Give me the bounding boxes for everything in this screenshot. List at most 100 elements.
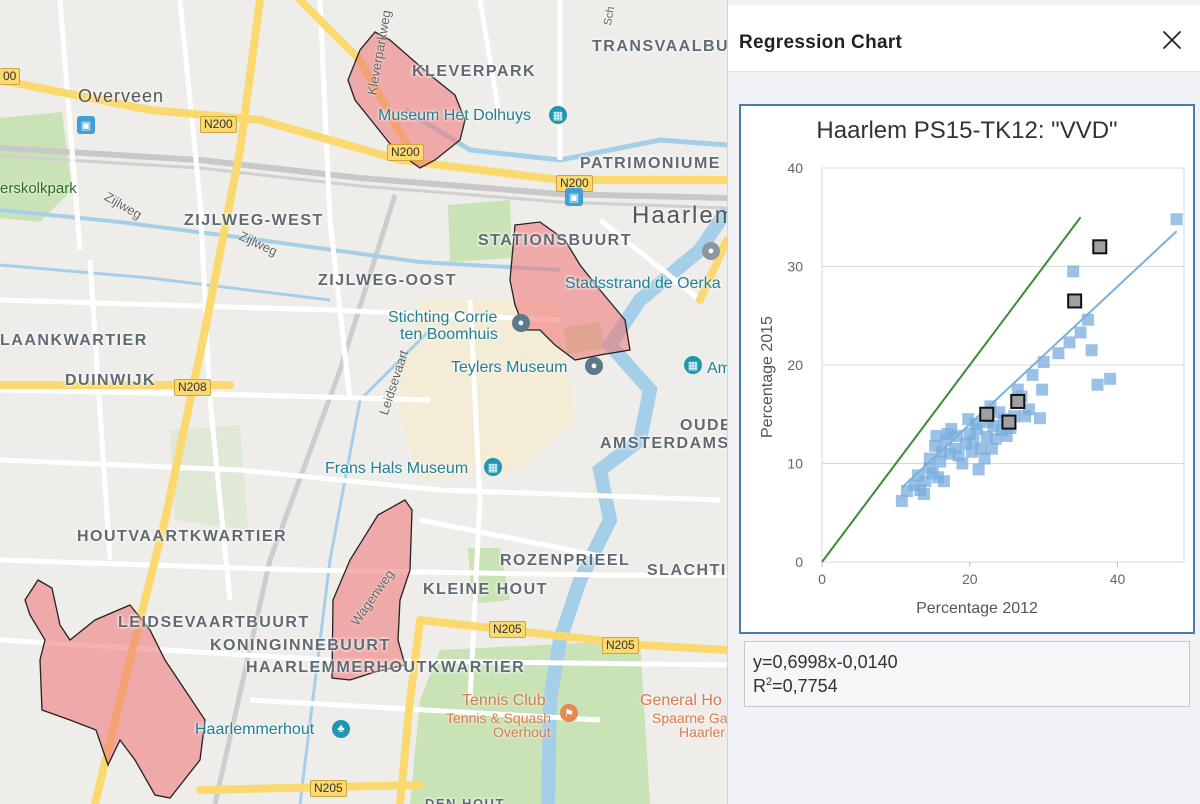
district-label: LAANKWARTIER <box>0 332 148 349</box>
highlight-areas <box>24 31 631 799</box>
data-point <box>937 475 950 488</box>
r-squared: R2=0,7754 <box>753 676 838 697</box>
district-label: HOUTVAARTKWARTIER <box>77 528 288 545</box>
data-point <box>1063 336 1076 349</box>
train-station-icon[interactable]: ▣ <box>77 116 95 134</box>
highlight-stationsbuurt[interactable] <box>509 221 631 361</box>
railway <box>212 194 398 804</box>
city-center-area <box>395 300 575 480</box>
poi-label: Haarler <box>679 724 725 740</box>
highlight-leidsevaartbuurt[interactable] <box>24 579 206 799</box>
data-point <box>917 488 930 501</box>
road-shield: 00 <box>0 68 21 85</box>
district-label: KLEINE HOUT <box>423 581 548 598</box>
data-point <box>1052 347 1065 360</box>
data-point <box>974 442 987 455</box>
x-axis-label: Percentage 2012 <box>916 600 1038 617</box>
data-point <box>923 452 936 465</box>
road-shield: N200 <box>200 116 237 133</box>
y-tick-label: 10 <box>787 456 803 472</box>
park-icon[interactable]: ♣ <box>332 720 350 738</box>
map-view[interactable]: KLEVERPARK ZIJLWEG-WEST STATIONSBUURT ZI… <box>0 0 727 804</box>
poi-label: Overhout <box>493 724 551 740</box>
poi-label: ten Boomhuis <box>400 326 498 343</box>
x-tick-label: 20 <box>962 571 978 587</box>
data-point <box>1081 313 1094 326</box>
road-shield: N205 <box>489 621 526 638</box>
sports-icon[interactable]: ⚑ <box>560 704 578 722</box>
canal <box>0 263 331 302</box>
district-label: ROZENPRIEEL <box>500 552 631 569</box>
map-pin-icon[interactable]: ● <box>702 242 720 260</box>
district-label: AMSTERDAMS <box>600 435 727 452</box>
data-point <box>934 455 947 468</box>
museum-icon[interactable]: ▦ <box>484 458 502 476</box>
selected-point <box>1001 414 1017 430</box>
museum-icon[interactable]: ▦ <box>684 356 702 374</box>
data-point <box>971 423 984 436</box>
chart-title: Haarlem PS15-TK12: "VVD" <box>816 117 1118 144</box>
district-label: SLACHTI <box>647 562 727 579</box>
x-tick-label: 40 <box>1110 571 1126 587</box>
close-icon[interactable] <box>1161 29 1183 51</box>
scatter-chart[interactable]: 0 10 20 30 40 0 20 40 Percentage 2012 Percentage … <box>741 106 1193 632</box>
train-station-icon[interactable]: ▣ <box>565 188 583 206</box>
district-label: HAARLEMMERHOUTKWARTIER <box>246 659 526 676</box>
chart-container: Haarlem PS15-TK12: "VVD" 0 10 20 30 40 0 20 40 P… <box>739 104 1195 634</box>
poi-label: Tennis & Squash <box>446 710 552 726</box>
district-label: DUINWIJK <box>65 372 157 389</box>
road-shield: N200 <box>387 144 424 161</box>
data-point <box>1022 403 1035 416</box>
poi-label: Museum Het Dolhuys <box>378 107 531 124</box>
district-label: TRANSVAALBU <box>592 38 727 55</box>
selected-point <box>979 406 995 422</box>
place-of-worship-icon[interactable]: ● <box>512 314 530 332</box>
poi-label: Stichting Corrie <box>388 309 498 326</box>
map-base[interactable] <box>0 0 727 804</box>
city-label: Haarlem <box>632 202 727 229</box>
highlight-koninginnebuurt[interactable] <box>331 499 413 681</box>
poi-label: Tennis Club <box>462 692 546 709</box>
poi-label: Haarlemmerhout <box>195 721 315 738</box>
park-area <box>170 425 248 530</box>
regression-line <box>901 230 1178 489</box>
park-area <box>448 200 512 262</box>
spaarne-river <box>541 206 727 804</box>
data-point <box>985 442 998 455</box>
selected-point <box>1067 293 1083 309</box>
y-tick-label: 20 <box>787 357 803 373</box>
data-point <box>895 494 908 507</box>
panel-title: Regression Chart <box>739 32 903 53</box>
district-label: DEN HOUT <box>425 796 505 804</box>
data-point <box>1037 356 1050 369</box>
x-tick-label: 0 <box>818 571 826 587</box>
poi-label: Am <box>707 360 727 377</box>
r-squared-exponent: 2 <box>766 676 773 688</box>
museum-icon[interactable]: ▦ <box>549 106 567 124</box>
road-shield: N205 <box>310 780 347 797</box>
r-squared-value: =0,7754 <box>772 676 838 696</box>
poi-label: Stadsstrand de Oerka <box>565 275 721 292</box>
data-point <box>1170 213 1183 226</box>
district-label: KLEVERPARK <box>412 63 537 80</box>
data-point <box>978 452 991 465</box>
park-area <box>0 112 72 222</box>
y-axis-label: Percentage 2015 <box>759 316 776 438</box>
place-of-worship-icon[interactable]: ● <box>585 357 603 375</box>
road-shield: N205 <box>602 637 639 654</box>
district-label: ZIJLWEG-WEST <box>184 212 324 229</box>
r-squared-label: R <box>753 676 766 696</box>
data-point <box>1085 344 1098 357</box>
district-label: KONINGINNEBUURT <box>210 637 391 654</box>
poi-label: Frans Hals Museum <box>325 460 469 477</box>
y-tick-label: 40 <box>787 160 803 176</box>
railway <box>0 154 727 210</box>
data-point <box>930 429 943 442</box>
poi-label: Spaarne Ga <box>652 710 727 726</box>
district-label: ZIJLWEG-OOST <box>318 272 457 289</box>
regression-panel: Regression Chart Haarlem PS15-TK12: "VVD… <box>727 0 1200 804</box>
regression-equation: y=0,6998x-0,0140 <box>753 652 898 672</box>
highlight-kleverpark[interactable] <box>347 31 466 169</box>
identity-line <box>821 216 1082 563</box>
district-label: PATRIMONIUME <box>580 155 721 172</box>
